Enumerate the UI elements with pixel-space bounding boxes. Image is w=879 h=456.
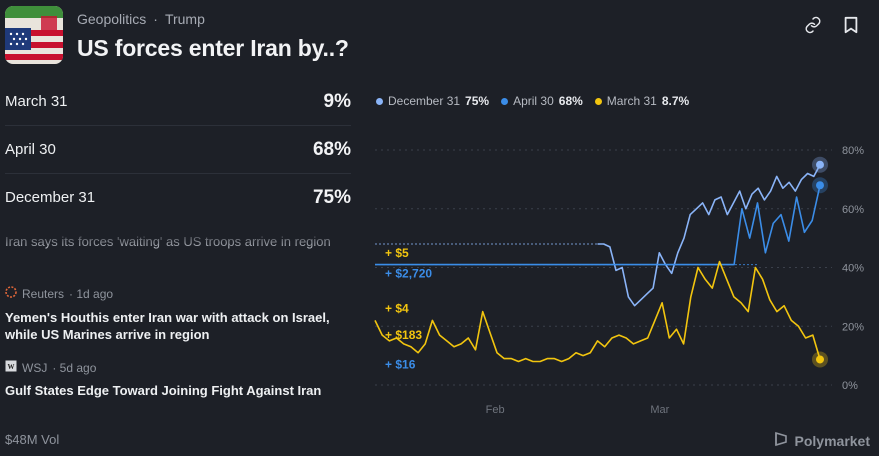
series-line — [597, 164, 821, 307]
legend-value: 68% — [558, 94, 583, 108]
y-tick-label: 0% — [842, 380, 858, 392]
legend-label: April 30 — [513, 94, 554, 108]
x-tick-label: Feb — [486, 404, 505, 416]
legend-item-december-31[interactable]: December 31 75% — [376, 94, 489, 108]
trade-label: + $16 — [385, 357, 416, 371]
volume-label: $48M Vol — [5, 432, 60, 447]
x-tick-label: Mar — [650, 404, 669, 416]
fade-overlay — [0, 221, 360, 249]
legend-dot — [501, 97, 509, 105]
market-thumbnail — [5, 6, 63, 64]
series-end-point — [816, 160, 824, 169]
chart-legend: December 31 75% April 30 68% March 31 8.… — [376, 94, 689, 108]
legend-value: 75% — [465, 94, 490, 108]
news-source-name: WSJ — [22, 360, 48, 375]
outcome-label: April 30 — [5, 141, 56, 158]
news-source: Reuters · 1d ago — [5, 286, 113, 301]
news-source: W WSJ · 5d ago — [5, 360, 96, 375]
y-tick-label: 60% — [842, 204, 864, 216]
legend-value: 8.7% — [661, 94, 690, 108]
news-time: · 5d ago — [52, 360, 97, 375]
outcome-row-april-30[interactable]: April 30 68% — [5, 126, 351, 174]
series-line — [375, 185, 821, 266]
legend-item-march-31[interactable]: March 31 8.7% — [594, 94, 690, 108]
outcome-percent: 68% — [312, 138, 351, 160]
polymarket-logo-icon — [773, 431, 789, 450]
legend-label: March 31 — [606, 94, 657, 108]
news-headline[interactable]: Gulf States Edge Toward Joining Fight Ag… — [5, 383, 322, 398]
y-tick-label: 80% — [842, 145, 864, 157]
outcome-percent: 9% — [323, 90, 351, 112]
legend-dot — [376, 97, 383, 105]
outcome-row-december-31[interactable]: December 31 75% — [5, 174, 351, 222]
y-tick-label: 40% — [842, 263, 864, 275]
y-tick-label: 20% — [842, 321, 864, 333]
link-icon[interactable] — [802, 14, 824, 36]
breadcrumb-trump[interactable]: Trump — [164, 11, 205, 27]
reuters-icon — [5, 286, 17, 301]
brand-name: Polymarket — [794, 432, 870, 449]
outcome-row-march-31[interactable]: March 31 9% — [5, 78, 351, 126]
outcome-label: December 31 — [5, 189, 96, 206]
legend-label: December 31 — [388, 94, 461, 108]
breadcrumb-separator: · — [153, 11, 158, 27]
breadcrumb: Geopolitics · Trump — [77, 11, 205, 27]
price-chart[interactable]: 0% 20% 40% 60% 80% Feb Mar + $5 + $2,720 + $4 + $1… — [370, 130, 870, 430]
legend-item-april-30[interactable]: April 30 68% — [501, 94, 583, 108]
brand: Polymarket — [773, 431, 870, 450]
bookmark-icon[interactable] — [840, 14, 862, 36]
svg-text:W: W — [8, 363, 15, 371]
breadcrumb-geopolitics[interactable]: Geopolitics — [77, 11, 147, 27]
news-headline[interactable]: Yemen's Houthis enter Iran war with atta… — [5, 310, 330, 342]
trade-label: + $5 — [385, 246, 409, 260]
series-end-point — [816, 355, 824, 364]
trade-label: + $4 — [385, 302, 409, 316]
series-end-point — [816, 181, 824, 190]
page-title: US forces enter Iran by..? — [77, 35, 349, 61]
outcome-label: March 31 — [5, 93, 68, 110]
series-line — [374, 260, 821, 363]
outcome-percent: 75% — [312, 186, 351, 208]
wsj-icon: W — [5, 360, 17, 375]
news-time: · 1d ago — [69, 286, 114, 301]
legend-dot — [594, 97, 602, 105]
trade-label: + $2,720 — [385, 266, 432, 280]
news-source-name: Reuters — [22, 286, 65, 301]
